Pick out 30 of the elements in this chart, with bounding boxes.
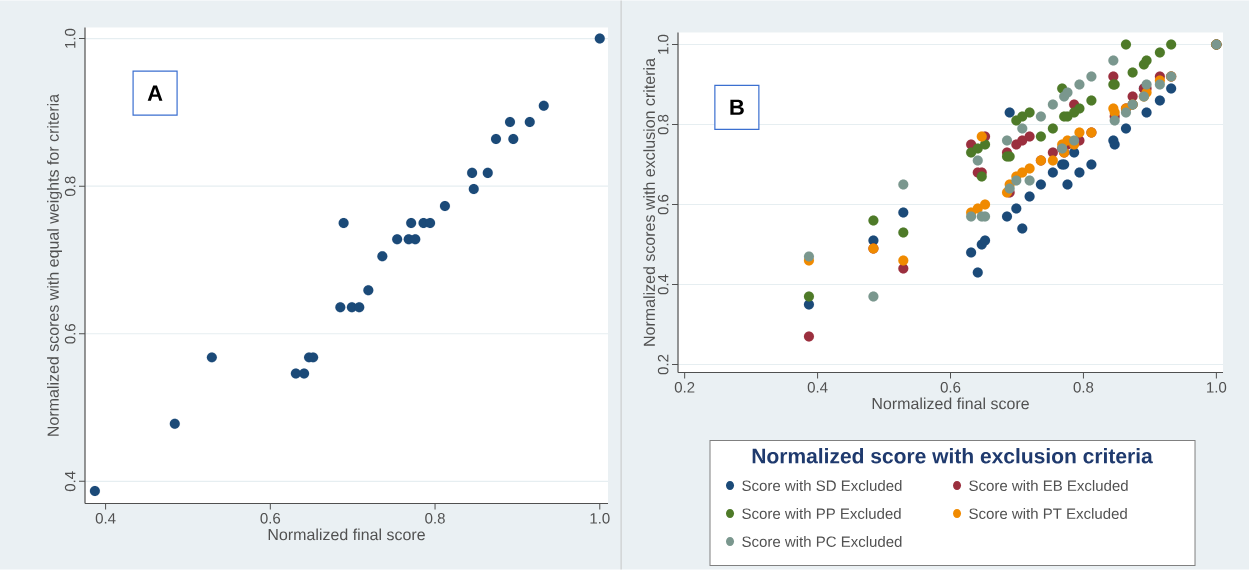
legend-label: Score with PC Excluded [742, 535, 902, 547]
x-tick-label: 1.0 [590, 513, 610, 524]
y-tick-label: 0.4 [657, 274, 669, 295]
legend-title: Normalized score with exclusion criteria [752, 448, 1153, 464]
annotation: B [730, 99, 744, 115]
x-tick-label: 0.6 [940, 382, 961, 393]
y-tick-label: 0.6 [657, 194, 669, 215]
y-tick-label: 0.6 [64, 323, 76, 344]
x-tick-label: 0.4 [807, 382, 828, 393]
y-axis-title: Normalized scores with exclusion criteria [643, 58, 655, 346]
x-tick-label: 0.8 [1073, 382, 1094, 393]
x-tick-label: 1.0 [1207, 382, 1227, 393]
legend-label: Score with SD Excluded [742, 479, 902, 491]
annotation: A [147, 85, 163, 101]
legend-label: Score with EB Excluded [969, 479, 1128, 491]
y-tick-label: 0.4 [64, 471, 76, 492]
y-axis-title: Normalized scores with equal weights for criteria [47, 93, 62, 436]
x-tick-label: 0.2 [674, 382, 695, 393]
y-tick-label: 1.0 [64, 28, 76, 48]
y-tick-label: 0.8 [657, 114, 669, 135]
legend-label: Score with PP Excluded [742, 507, 901, 519]
y-tick-label: 0.2 [657, 354, 669, 375]
x-axis-title: Normalized final score [872, 397, 1029, 410]
x-tick-label: 0.6 [260, 513, 281, 524]
y-tick-label: 1.0 [657, 34, 669, 54]
y-tick-label: 0.8 [64, 176, 76, 196]
x-axis-title: Normalized final score [268, 528, 425, 541]
x-tick-label: 0.4 [95, 513, 116, 524]
legend-label: Score with PT Excluded [969, 507, 1127, 519]
x-tick-label: 0.8 [425, 513, 445, 524]
